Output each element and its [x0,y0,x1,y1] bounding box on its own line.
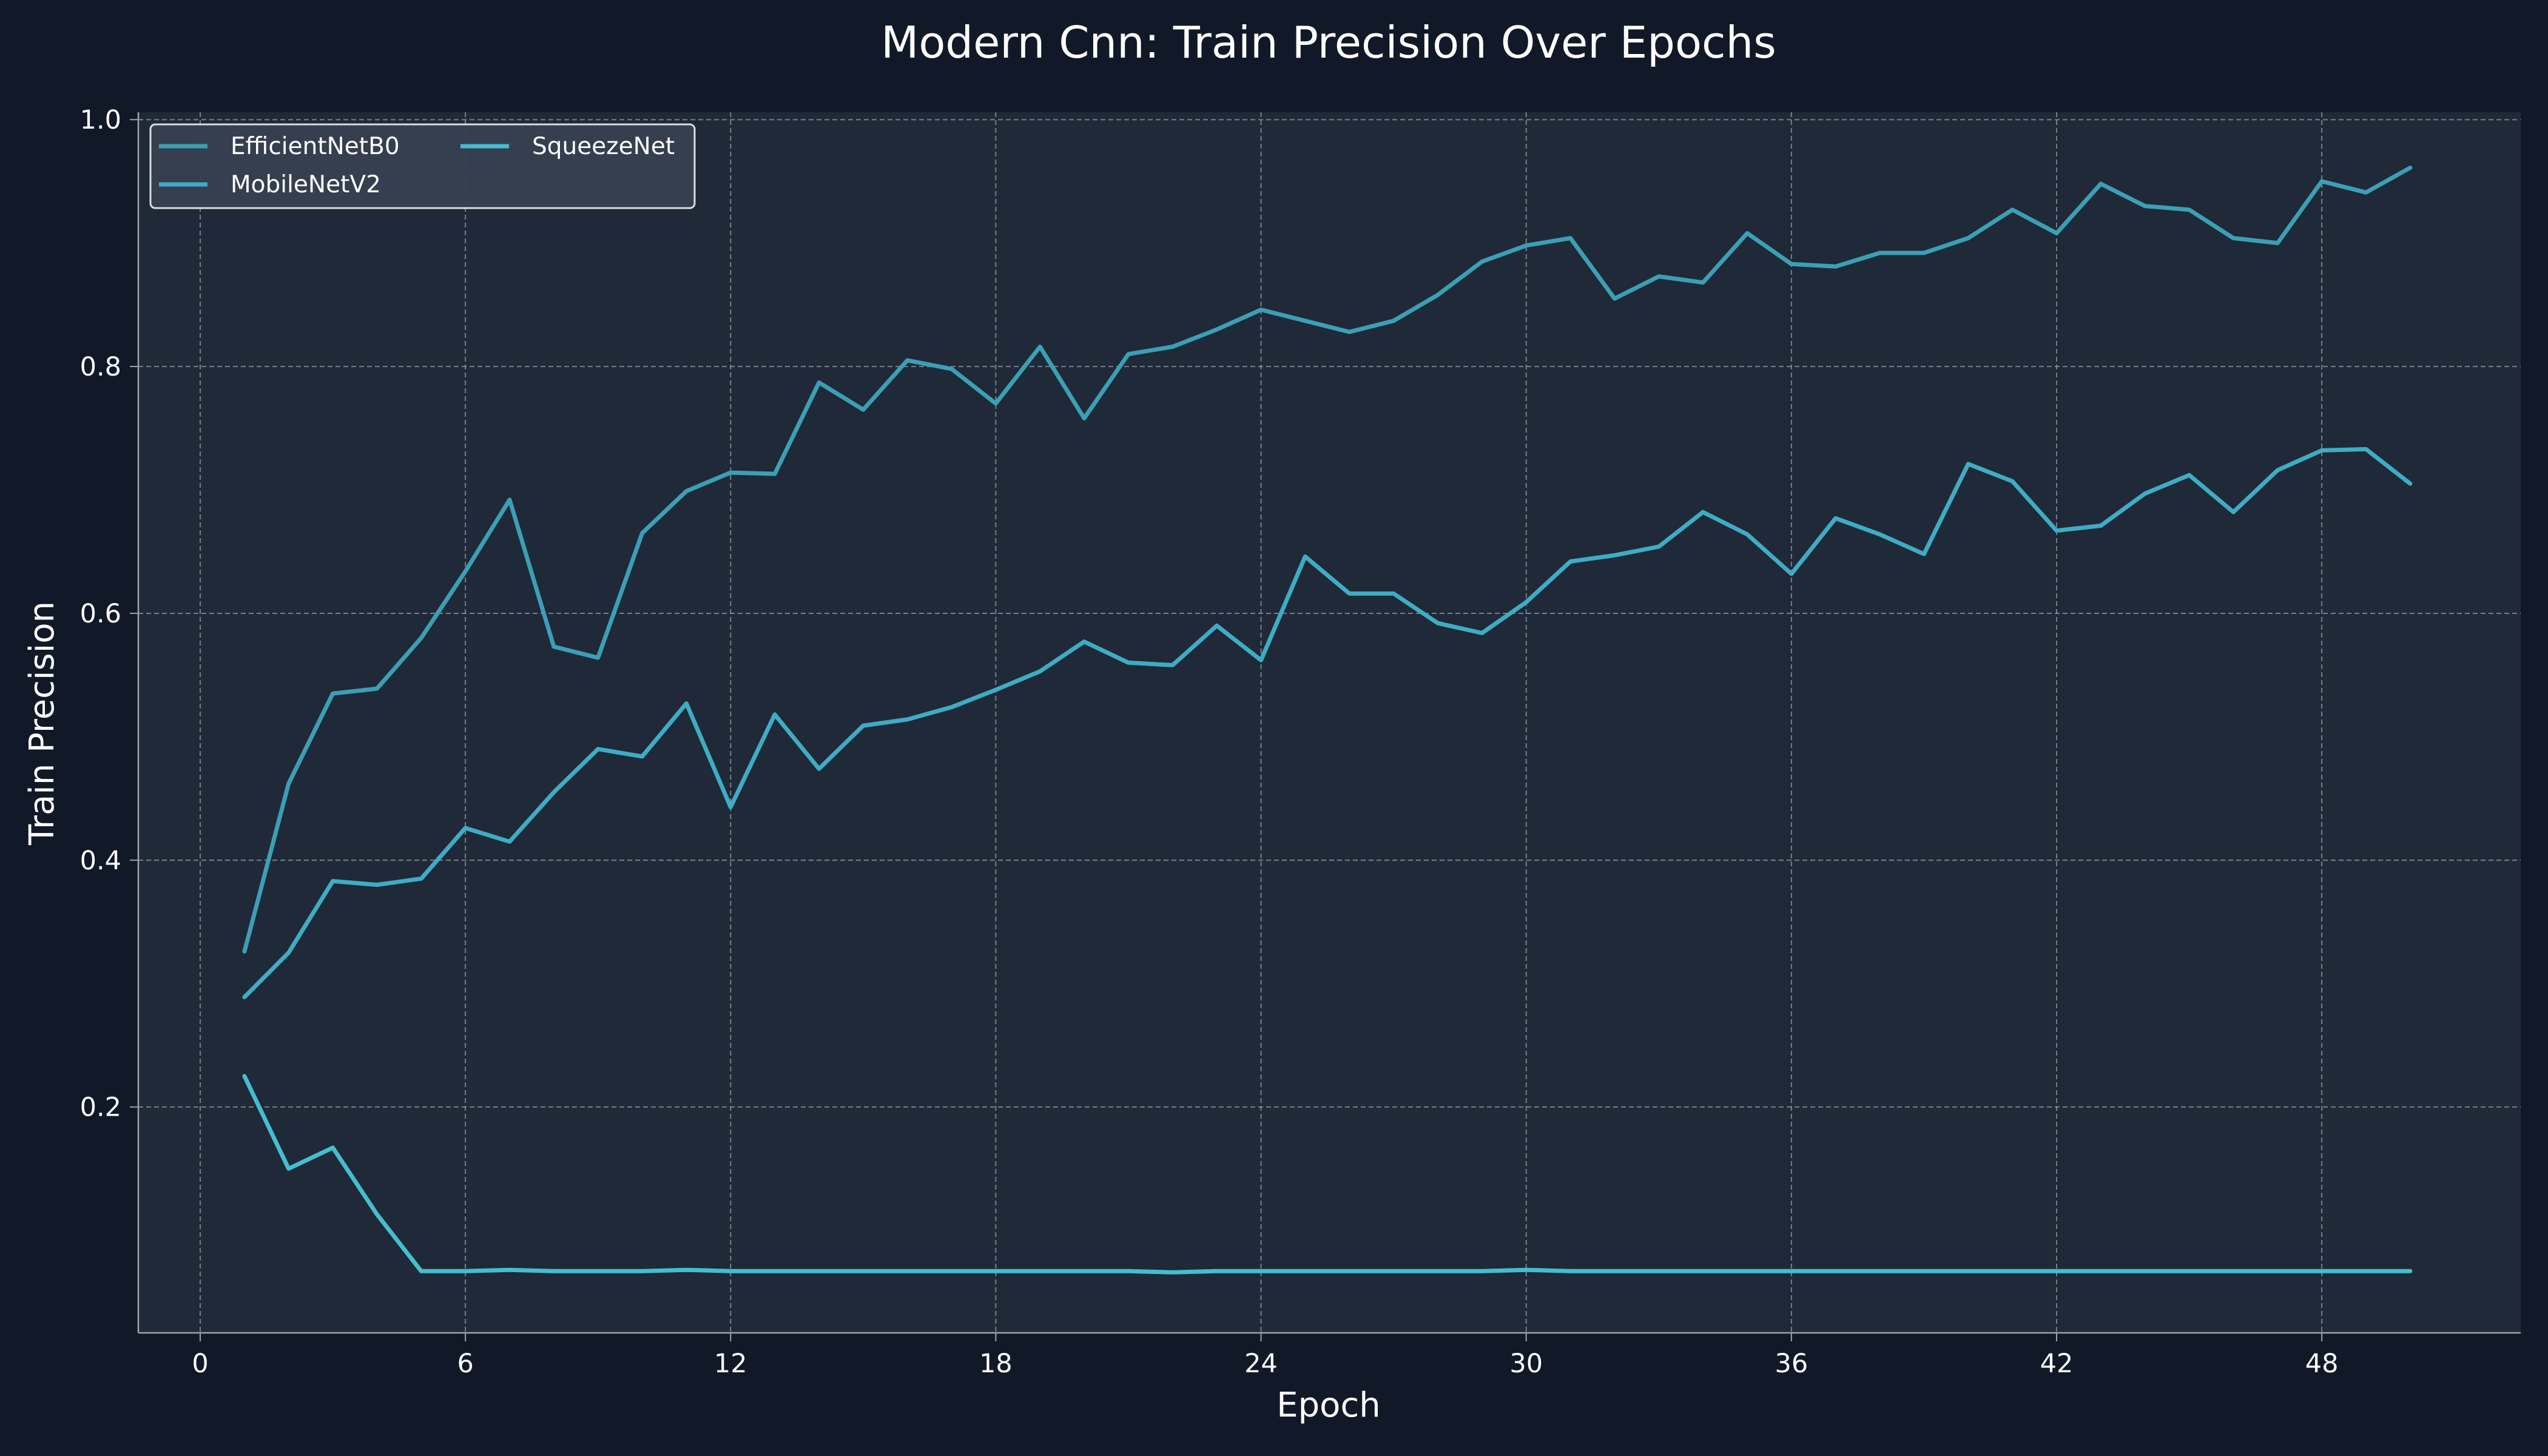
y-tick-label: 0.2 [80,1093,121,1123]
x-tick-label: 18 [979,1349,1013,1379]
legend: EfficientNetB0 MobileNetV2 SqueezeNet [149,123,696,209]
x-tick-label: 24 [1244,1349,1278,1379]
series-line-efficientnetb0 [242,166,2413,954]
y-axis-label: Train Precision [22,601,62,846]
x-tick-label: 0 [192,1349,208,1379]
x-axis-label: Epoch [1276,1386,1380,1425]
plot-area [138,112,2521,1333]
tick-labels: 0 6 12 18 24 30 36 42 48 0.2 0.4 0.6 0.8 1.0 [80,105,2339,1379]
y-tick-label: 0.4 [80,846,121,876]
legend-label-mobilenetv2: MobileNetV2 [231,171,381,198]
x-tick-label: 42 [2040,1349,2074,1379]
series-line-mobilenetv2 [242,447,2413,1000]
y-tick-label: 0.8 [80,352,121,382]
legend-box [149,123,696,209]
series-line-squeezenet [242,1074,2413,1275]
axes [130,112,2521,1341]
x-tick-label: 48 [2305,1349,2339,1379]
y-tick-label: 1.0 [80,105,121,135]
legend-label-efficientnetb0: EfficientNetB0 [231,133,400,160]
chart-title: Modern Cnn: Train Precision Over Epochs [881,17,1776,68]
x-tick-label: 30 [1509,1349,1543,1379]
series-lines [242,166,2413,1275]
grid-lines [138,112,2521,1333]
x-tick-label: 6 [457,1349,473,1379]
x-tick-label: 12 [714,1349,747,1379]
y-tick-label: 0.6 [80,599,121,629]
legend-label-squeezenet: SqueezeNet [532,133,675,160]
x-tick-label: 36 [1774,1349,1808,1379]
